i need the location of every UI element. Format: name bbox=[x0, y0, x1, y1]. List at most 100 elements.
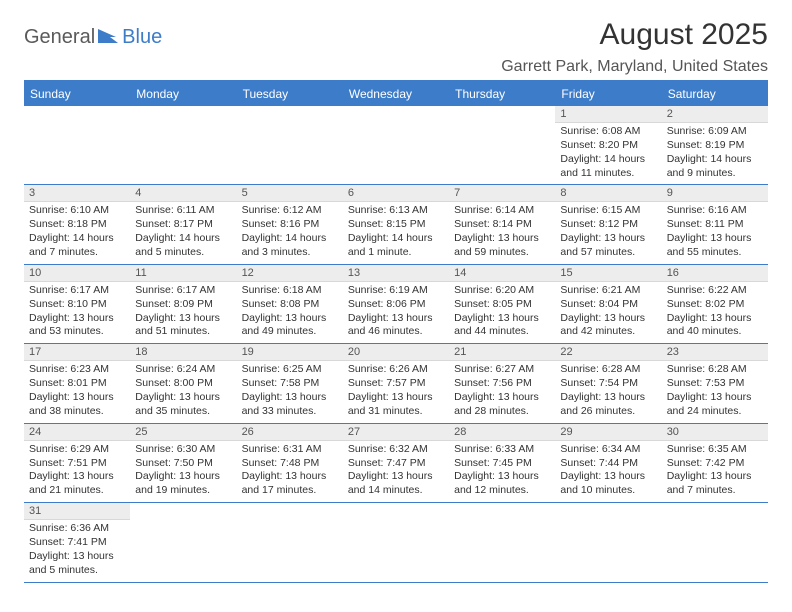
week-row: 10Sunrise: 6:17 AMSunset: 8:10 PMDayligh… bbox=[24, 265, 768, 344]
daylight-line: Daylight: 13 hours and 24 minutes. bbox=[667, 391, 763, 419]
empty-cell bbox=[130, 106, 236, 184]
day-body bbox=[237, 110, 343, 116]
day-body: Sunrise: 6:12 AMSunset: 8:16 PMDaylight:… bbox=[237, 202, 343, 263]
day-cell: 10Sunrise: 6:17 AMSunset: 8:10 PMDayligh… bbox=[24, 265, 130, 343]
day-cell: 31Sunrise: 6:36 AMSunset: 7:41 PMDayligh… bbox=[24, 503, 130, 581]
daylight-line: Daylight: 13 hours and 33 minutes. bbox=[242, 391, 338, 419]
day-cell: 2Sunrise: 6:09 AMSunset: 8:19 PMDaylight… bbox=[662, 106, 768, 184]
day-body: Sunrise: 6:17 AMSunset: 8:10 PMDaylight:… bbox=[24, 282, 130, 343]
daylight-line: Daylight: 13 hours and 40 minutes. bbox=[667, 312, 763, 340]
day-header-sunday: Sunday bbox=[24, 82, 130, 106]
day-number: 5 bbox=[237, 185, 343, 202]
day-cell: 30Sunrise: 6:35 AMSunset: 7:42 PMDayligh… bbox=[662, 424, 768, 502]
sunset-line: Sunset: 8:16 PM bbox=[242, 218, 338, 232]
daylight-line: Daylight: 13 hours and 53 minutes. bbox=[29, 312, 125, 340]
sunrise-line: Sunrise: 6:13 AM bbox=[348, 204, 444, 218]
day-body bbox=[343, 110, 449, 116]
day-cell: 23Sunrise: 6:28 AMSunset: 7:53 PMDayligh… bbox=[662, 344, 768, 422]
empty-cell bbox=[343, 503, 449, 581]
location: Garrett Park, Maryland, United States bbox=[24, 58, 768, 82]
day-body bbox=[237, 507, 343, 513]
flag-icon bbox=[98, 26, 120, 49]
day-body: Sunrise: 6:29 AMSunset: 7:51 PMDaylight:… bbox=[24, 441, 130, 502]
day-body: Sunrise: 6:21 AMSunset: 8:04 PMDaylight:… bbox=[555, 282, 661, 343]
sunset-line: Sunset: 8:19 PM bbox=[667, 139, 763, 153]
sunrise-line: Sunrise: 6:29 AM bbox=[29, 443, 125, 457]
day-cell: 13Sunrise: 6:19 AMSunset: 8:06 PMDayligh… bbox=[343, 265, 449, 343]
day-cell: 11Sunrise: 6:17 AMSunset: 8:09 PMDayligh… bbox=[130, 265, 236, 343]
sunrise-line: Sunrise: 6:12 AM bbox=[242, 204, 338, 218]
day-cell: 16Sunrise: 6:22 AMSunset: 8:02 PMDayligh… bbox=[662, 265, 768, 343]
day-header-tuesday: Tuesday bbox=[237, 82, 343, 106]
logo-text-general: General bbox=[24, 26, 95, 49]
day-body: Sunrise: 6:26 AMSunset: 7:57 PMDaylight:… bbox=[343, 361, 449, 422]
daylight-line: Daylight: 13 hours and 38 minutes. bbox=[29, 391, 125, 419]
daylight-line: Daylight: 14 hours and 3 minutes. bbox=[242, 232, 338, 260]
week-row: 17Sunrise: 6:23 AMSunset: 8:01 PMDayligh… bbox=[24, 344, 768, 423]
day-body bbox=[130, 507, 236, 513]
day-body bbox=[24, 110, 130, 116]
daylight-line: Daylight: 13 hours and 12 minutes. bbox=[454, 470, 550, 498]
day-body: Sunrise: 6:24 AMSunset: 8:00 PMDaylight:… bbox=[130, 361, 236, 422]
day-cell: 14Sunrise: 6:20 AMSunset: 8:05 PMDayligh… bbox=[449, 265, 555, 343]
day-body: Sunrise: 6:30 AMSunset: 7:50 PMDaylight:… bbox=[130, 441, 236, 502]
daylight-line: Daylight: 13 hours and 44 minutes. bbox=[454, 312, 550, 340]
day-number: 15 bbox=[555, 265, 661, 282]
daylight-line: Daylight: 13 hours and 5 minutes. bbox=[29, 550, 125, 578]
sunset-line: Sunset: 7:41 PM bbox=[29, 536, 125, 550]
day-body: Sunrise: 6:28 AMSunset: 7:54 PMDaylight:… bbox=[555, 361, 661, 422]
sunrise-line: Sunrise: 6:21 AM bbox=[560, 284, 656, 298]
day-cell: 18Sunrise: 6:24 AMSunset: 8:00 PMDayligh… bbox=[130, 344, 236, 422]
day-number: 1 bbox=[555, 106, 661, 123]
sunset-line: Sunset: 8:00 PM bbox=[135, 377, 231, 391]
day-body: Sunrise: 6:15 AMSunset: 8:12 PMDaylight:… bbox=[555, 202, 661, 263]
sunset-line: Sunset: 8:18 PM bbox=[29, 218, 125, 232]
logo-text-blue: Blue bbox=[122, 26, 162, 49]
day-body: Sunrise: 6:16 AMSunset: 8:11 PMDaylight:… bbox=[662, 202, 768, 263]
daylight-line: Daylight: 13 hours and 46 minutes. bbox=[348, 312, 444, 340]
sunset-line: Sunset: 8:04 PM bbox=[560, 298, 656, 312]
daylight-line: Daylight: 13 hours and 55 minutes. bbox=[667, 232, 763, 260]
sunrise-line: Sunrise: 6:15 AM bbox=[560, 204, 656, 218]
day-body: Sunrise: 6:25 AMSunset: 7:58 PMDaylight:… bbox=[237, 361, 343, 422]
day-cell: 26Sunrise: 6:31 AMSunset: 7:48 PMDayligh… bbox=[237, 424, 343, 502]
empty-cell bbox=[24, 106, 130, 184]
day-body: Sunrise: 6:31 AMSunset: 7:48 PMDaylight:… bbox=[237, 441, 343, 502]
day-cell: 5Sunrise: 6:12 AMSunset: 8:16 PMDaylight… bbox=[237, 185, 343, 263]
daylight-line: Daylight: 13 hours and 59 minutes. bbox=[454, 232, 550, 260]
sunrise-line: Sunrise: 6:09 AM bbox=[667, 125, 763, 139]
sunset-line: Sunset: 7:42 PM bbox=[667, 457, 763, 471]
day-body: Sunrise: 6:27 AMSunset: 7:56 PMDaylight:… bbox=[449, 361, 555, 422]
day-cell: 3Sunrise: 6:10 AMSunset: 8:18 PMDaylight… bbox=[24, 185, 130, 263]
empty-cell bbox=[662, 503, 768, 581]
sunset-line: Sunset: 8:08 PM bbox=[242, 298, 338, 312]
sunrise-line: Sunrise: 6:33 AM bbox=[454, 443, 550, 457]
day-body: Sunrise: 6:36 AMSunset: 7:41 PMDaylight:… bbox=[24, 520, 130, 581]
empty-cell bbox=[130, 503, 236, 581]
logo: General Blue bbox=[24, 26, 162, 49]
day-number: 19 bbox=[237, 344, 343, 361]
sunrise-line: Sunrise: 6:16 AM bbox=[667, 204, 763, 218]
day-number: 27 bbox=[343, 424, 449, 441]
day-cell: 21Sunrise: 6:27 AMSunset: 7:56 PMDayligh… bbox=[449, 344, 555, 422]
day-cell: 4Sunrise: 6:11 AMSunset: 8:17 PMDaylight… bbox=[130, 185, 236, 263]
sunrise-line: Sunrise: 6:17 AM bbox=[135, 284, 231, 298]
sunset-line: Sunset: 8:05 PM bbox=[454, 298, 550, 312]
day-number: 25 bbox=[130, 424, 236, 441]
sunset-line: Sunset: 8:06 PM bbox=[348, 298, 444, 312]
sunrise-line: Sunrise: 6:23 AM bbox=[29, 363, 125, 377]
day-cell: 12Sunrise: 6:18 AMSunset: 8:08 PMDayligh… bbox=[237, 265, 343, 343]
title-block: August 2025 bbox=[600, 18, 768, 54]
sunset-line: Sunset: 7:44 PM bbox=[560, 457, 656, 471]
sunset-line: Sunset: 8:02 PM bbox=[667, 298, 763, 312]
sunrise-line: Sunrise: 6:26 AM bbox=[348, 363, 444, 377]
daylight-line: Daylight: 13 hours and 28 minutes. bbox=[454, 391, 550, 419]
day-header-saturday: Saturday bbox=[662, 82, 768, 106]
day-body: Sunrise: 6:10 AMSunset: 8:18 PMDaylight:… bbox=[24, 202, 130, 263]
sunrise-line: Sunrise: 6:28 AM bbox=[667, 363, 763, 377]
daylight-line: Daylight: 13 hours and 7 minutes. bbox=[667, 470, 763, 498]
day-body: Sunrise: 6:14 AMSunset: 8:14 PMDaylight:… bbox=[449, 202, 555, 263]
sunset-line: Sunset: 7:47 PM bbox=[348, 457, 444, 471]
day-body bbox=[555, 507, 661, 513]
week-row: 1Sunrise: 6:08 AMSunset: 8:20 PMDaylight… bbox=[24, 106, 768, 185]
